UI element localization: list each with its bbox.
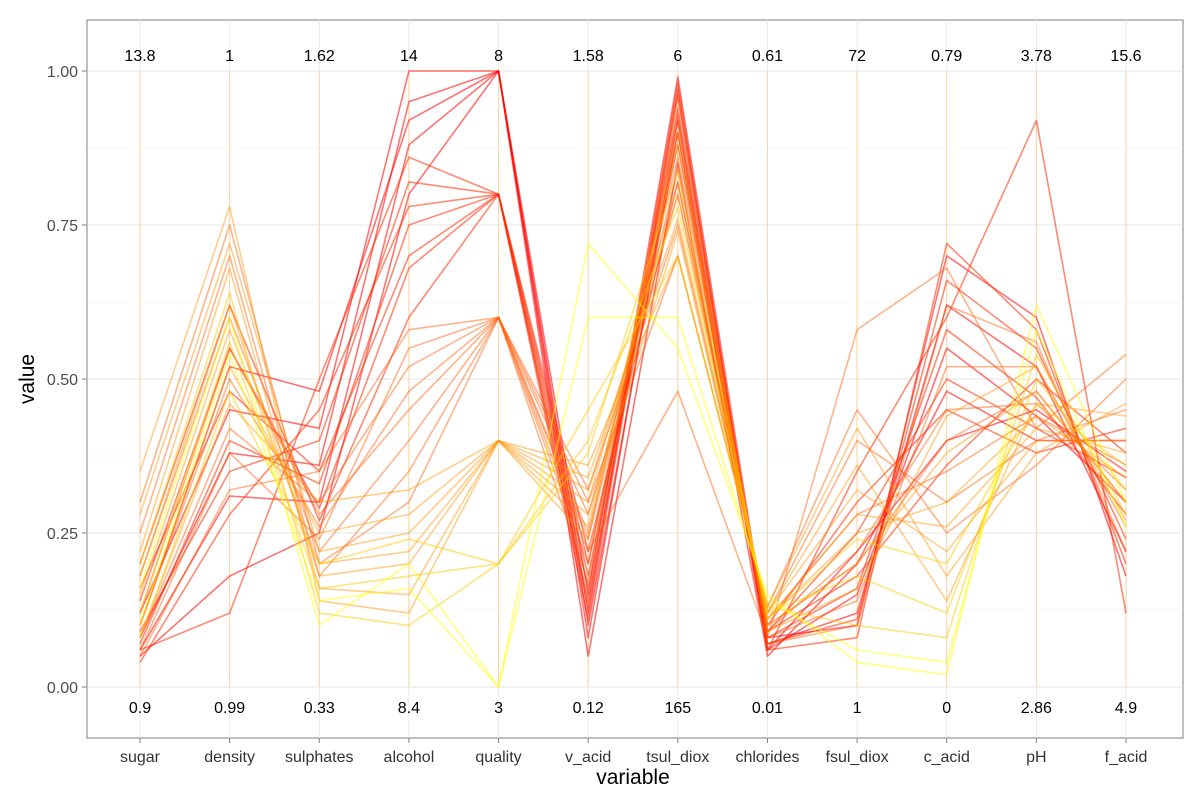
y-tick-label: 0.50 bbox=[47, 372, 78, 389]
x-tick-labels: sugar density sulphates alcohol quality v_aci… bbox=[120, 738, 1147, 766]
min-label-alcohol: 8.4 bbox=[398, 700, 420, 717]
min-label-density: 0.99 bbox=[214, 700, 245, 717]
y-tick-label: 0.25 bbox=[47, 526, 78, 543]
x-tick-label-v_acid: v_acid bbox=[565, 749, 611, 766]
range-annotations: 13.8 0.9 1 0.99 1.62 0.33 14 8.4 8 3 1.58 0.12 6 165 0… bbox=[124, 48, 1141, 717]
series-line-quality-6 bbox=[139, 94, 1127, 657]
series-line-quality-4 bbox=[139, 168, 1127, 638]
max-label-sugar: 13.8 bbox=[124, 48, 155, 65]
y-tick-label: 0.00 bbox=[47, 680, 78, 697]
min-label-sulphates: 0.33 bbox=[304, 700, 335, 717]
series-line-quality-7 bbox=[139, 82, 1127, 663]
series-line-quality-5 bbox=[139, 131, 1127, 638]
x-tick-label-chlorides: chlorides bbox=[735, 749, 799, 766]
x-tick-label-tsul_diox: tsul_diox bbox=[646, 749, 709, 766]
x-tick-label-sugar: sugar bbox=[120, 749, 161, 766]
y-tick-label: 0.75 bbox=[47, 218, 78, 235]
x-tick-label-density: density bbox=[204, 749, 255, 766]
series-line-quality-3 bbox=[139, 316, 1127, 688]
x-tick-label-alcohol: alcohol bbox=[384, 749, 435, 766]
x-tick-label-f_acid: f_acid bbox=[1105, 749, 1148, 766]
max-label-alcohol: 14 bbox=[400, 48, 418, 65]
series-line-quality-7 bbox=[139, 113, 1127, 651]
x-tick-label-pH: pH bbox=[1026, 749, 1046, 766]
series-line-quality-8 bbox=[139, 70, 1126, 658]
series-line-quality-6 bbox=[139, 193, 1127, 621]
min-label-pH: 2.86 bbox=[1021, 700, 1052, 717]
series-line-quality-6 bbox=[139, 224, 1127, 608]
series-line-quality-4 bbox=[139, 205, 1127, 614]
x-axis-title: variable bbox=[596, 766, 670, 789]
series-line-quality-6 bbox=[139, 168, 1127, 633]
min-label-quality: 3 bbox=[494, 700, 503, 717]
series-line-quality-5 bbox=[139, 193, 1127, 621]
series-lines bbox=[139, 70, 1127, 688]
series-line-quality-5 bbox=[139, 144, 1127, 627]
series-line-quality-6 bbox=[139, 156, 1127, 627]
min-label-sugar: 0.9 bbox=[129, 700, 151, 717]
x-tick-label-c_acid: c_acid bbox=[924, 749, 970, 766]
max-label-v_acid: 1.58 bbox=[573, 48, 604, 65]
y-tick-label: 1.00 bbox=[47, 64, 78, 81]
series-line-quality-8 bbox=[139, 70, 1127, 657]
max-label-pH: 3.78 bbox=[1021, 48, 1052, 65]
max-label-sulphates: 1.62 bbox=[304, 48, 335, 65]
max-label-tsul_diox: 6 bbox=[673, 48, 682, 65]
series-line-quality-7 bbox=[139, 181, 1127, 627]
max-label-fsul_diox: 72 bbox=[848, 48, 866, 65]
min-label-v_acid: 0.12 bbox=[573, 700, 604, 717]
x-tick-label-quality: quality bbox=[475, 749, 521, 766]
series-line-quality-6 bbox=[139, 267, 1127, 651]
min-label-f_acid: 4.9 bbox=[1115, 700, 1137, 717]
series-line-quality-5 bbox=[139, 181, 1127, 621]
y-axis-title: value bbox=[16, 354, 39, 404]
max-label-quality: 8 bbox=[494, 48, 503, 65]
min-label-fsul_diox: 1 bbox=[853, 700, 862, 717]
max-label-f_acid: 15.6 bbox=[1110, 48, 1141, 65]
max-label-chlorides: 0.61 bbox=[752, 48, 783, 65]
series-line-quality-6 bbox=[139, 119, 1127, 639]
series-line-quality-8 bbox=[139, 70, 1127, 651]
max-label-c_acid: 0.79 bbox=[931, 48, 962, 65]
x-tick-label-sulphates: sulphates bbox=[285, 749, 354, 766]
series-line-quality-6 bbox=[139, 224, 1127, 614]
min-label-chlorides: 0.01 bbox=[752, 700, 783, 717]
min-label-tsul_diox: 165 bbox=[664, 700, 691, 717]
x-tick-label-fsul_diox: fsul_diox bbox=[826, 749, 889, 766]
min-label-c_acid: 0 bbox=[942, 700, 951, 717]
y-tick-labels: 0.00 0.25 0.50 0.75 1.00 bbox=[47, 64, 87, 697]
max-label-density: 1 bbox=[225, 48, 234, 65]
series-line-quality-3 bbox=[139, 242, 1127, 688]
series-line-quality-5 bbox=[139, 230, 1127, 614]
